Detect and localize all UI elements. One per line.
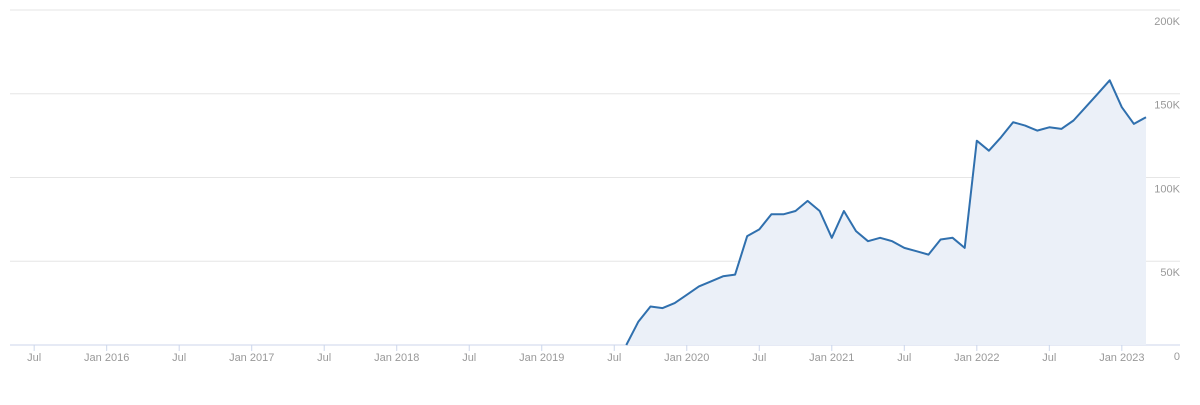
x-tick-label: Jan 2023 <box>1099 352 1144 364</box>
x-tick-label: Jan 2021 <box>809 352 854 364</box>
x-tick-label: Jan 2022 <box>954 352 999 364</box>
x-tick-label: Jul <box>897 352 911 364</box>
x-tick-label: Jan 2019 <box>519 352 564 364</box>
x-tick-label: Jan 2020 <box>664 352 709 364</box>
x-tick-label: Jul <box>27 352 41 364</box>
x-tick-label: Jul <box>752 352 766 364</box>
x-tick-label: Jul <box>462 352 476 364</box>
x-tick-label: Jul <box>172 352 186 364</box>
y-tick-label: 200K <box>1154 16 1180 28</box>
x-tick-label: Jul <box>607 352 621 364</box>
x-tick-label: Jan 2016 <box>84 352 129 364</box>
x-tick-label: Jul <box>317 352 331 364</box>
y-tick-label: 150K <box>1154 100 1180 112</box>
y-tick-label: 50K <box>1160 267 1180 279</box>
x-tick-label: Jan 2017 <box>229 352 274 364</box>
area <box>626 80 1146 346</box>
y-tick-label: 0 <box>1174 351 1180 363</box>
x-tick-label: Jan 2018 <box>374 352 419 364</box>
x-tick-label: Jul <box>1042 352 1056 364</box>
y-tick-label: 100K <box>1154 183 1180 195</box>
line <box>625 79 1147 346</box>
